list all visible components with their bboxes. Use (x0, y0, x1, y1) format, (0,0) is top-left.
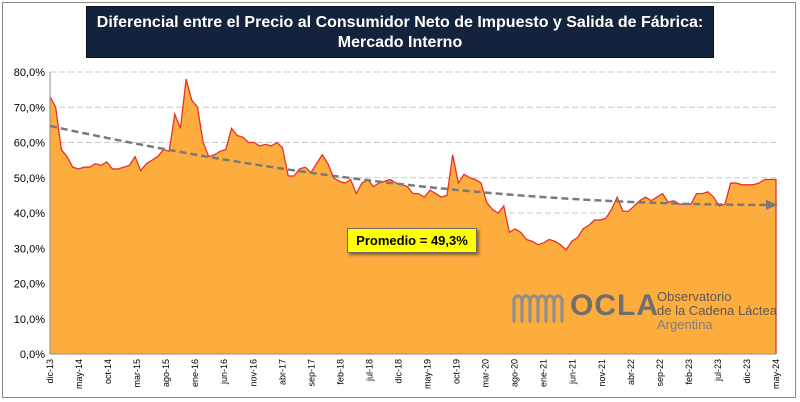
x-tick-label: oct-19 (452, 359, 462, 384)
x-tick-label: dic-18 (393, 359, 403, 384)
ocla-logo-line1: Observatorio (657, 289, 732, 304)
x-axis-ticks: dic-13 may-14 oct-14 mar-15 ago-15 ene-16 jun-… (45, 359, 781, 389)
trend-line (49, 124, 771, 207)
ocla-logo-brand: OCLA (570, 289, 659, 322)
x-tick-label: jul-18 (364, 359, 374, 382)
y-tick-label: 0,0% (20, 349, 45, 361)
x-tick-label: ago-20 (510, 359, 520, 387)
y-tick-label: 60,0% (14, 138, 45, 150)
y-tick-label: 50,0% (14, 173, 45, 185)
y-tick-label: 40,0% (14, 208, 45, 220)
y-tick-label: 10,0% (14, 314, 45, 326)
x-tick-label: jun-21 (568, 359, 578, 385)
ocla-logo-icon (512, 294, 564, 323)
average-annotation: Promedio = 49,3% (347, 228, 477, 253)
x-tick-label: dic-13 (45, 359, 55, 384)
x-tick-label: ene-21 (539, 359, 549, 387)
y-tick-label: 70,0% (14, 102, 45, 114)
ocla-logo: OCLA Observatorio de la Cadena Láctea Ar… (512, 289, 787, 337)
x-tick-label: jul-23 (713, 359, 723, 382)
x-tick-label: feb-18 (335, 359, 345, 385)
x-tick-label: sep-17 (306, 359, 316, 387)
x-tick-label: ene-16 (190, 359, 200, 387)
x-tick-label: jun-16 (219, 359, 229, 385)
y-tick-label: 80,0% (14, 67, 45, 79)
trend-arrowhead (766, 199, 778, 210)
chart-title-line1: Diferencial entre el Precio al Consumido… (96, 14, 704, 31)
chart-title-line2: Mercado Interno (337, 34, 463, 51)
x-tick-label: nov-16 (248, 359, 258, 387)
chart-title: Diferencial entre el Precio al Consumido… (86, 6, 714, 58)
x-tick-label: mar-15 (132, 359, 142, 388)
x-tick-label: may-14 (74, 359, 84, 389)
ocla-logo-text: Observatorio de la Cadena Láctea Argenti… (657, 290, 777, 332)
x-tick-label: oct-14 (103, 359, 113, 384)
x-tick-label: dic-23 (742, 359, 752, 384)
x-tick-label: feb-23 (684, 359, 694, 385)
area-series (50, 79, 776, 355)
x-tick-label: abr-22 (626, 359, 636, 385)
y-tick-label: 20,0% (14, 279, 45, 291)
x-tick-label: ago-15 (161, 359, 171, 387)
x-tick-label: abr-17 (277, 359, 287, 385)
x-tick-label: nov-21 (597, 359, 607, 387)
ocla-logo-line2: de la Cadena Láctea (657, 303, 777, 318)
area-series-outline (49, 78, 777, 354)
x-tick-label: mar-20 (481, 359, 491, 388)
y-tick-label: 30,0% (14, 243, 45, 255)
y-axis-ticks: 0,0% 10,0% 20,0% 30,0% 40,0% 50,0% 60,0% 70,0% 8… (14, 67, 45, 361)
x-tick-label: may-19 (423, 359, 433, 389)
ocla-logo-line3: Argentina (657, 317, 713, 332)
x-tick-label: sep-22 (655, 359, 665, 387)
x-tick-label: may-24 (771, 359, 781, 389)
